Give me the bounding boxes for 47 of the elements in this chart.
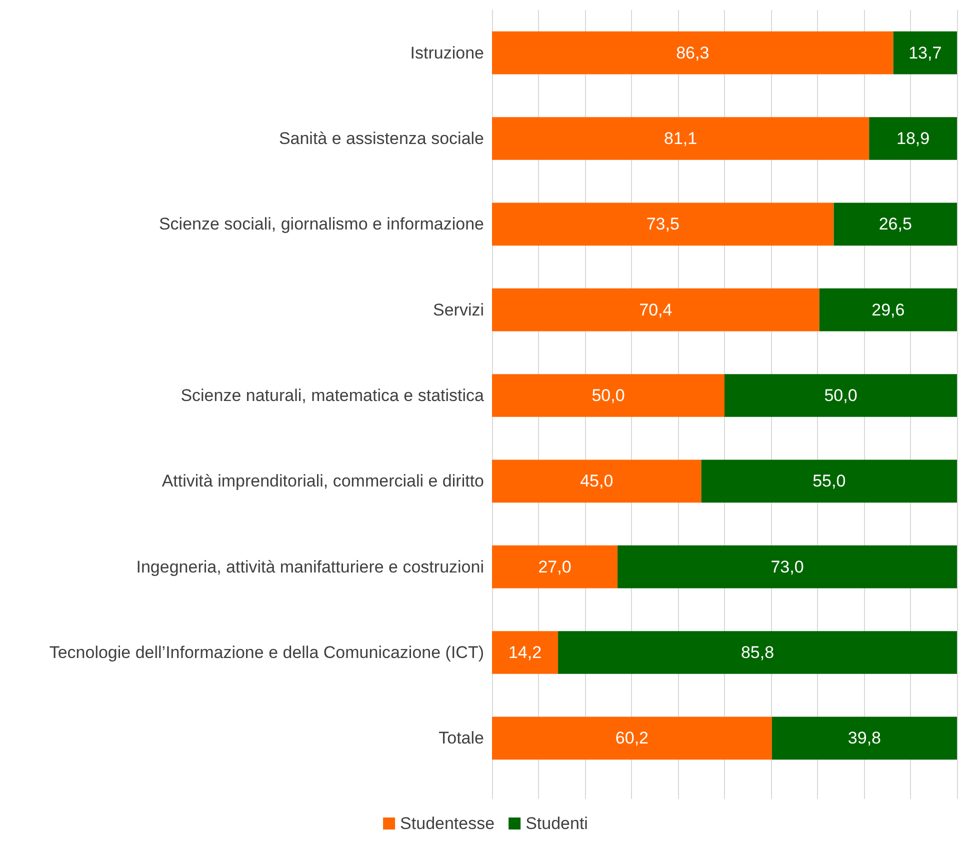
- bar: [834, 202, 957, 246]
- bar: [492, 545, 618, 588]
- bar: [772, 716, 957, 760]
- bar: [492, 460, 702, 503]
- bar: [492, 117, 870, 160]
- y-tick-label: Totale: [438, 728, 484, 748]
- data-label: 60,2: [615, 728, 649, 748]
- data-label: 86,3: [676, 43, 710, 62]
- y-tick-label: Servizi: [432, 300, 484, 320]
- data-label: 55,0: [812, 472, 846, 491]
- data-label: 70,4: [639, 300, 672, 320]
- data-label: 26,5: [878, 214, 912, 234]
- bar: [492, 31, 894, 74]
- data-label: 29,6: [872, 300, 905, 320]
- y-tick-label: Scienze sociali, giornalismo e informazione: [158, 214, 484, 234]
- data-label: 73,5: [646, 214, 680, 234]
- bar: [492, 631, 558, 674]
- bar: [492, 716, 772, 760]
- bar: [724, 374, 957, 417]
- y-tick-label: Ingegneria, attività manifatturiere e costruzioni: [136, 557, 484, 576]
- data-label: 73,0: [770, 557, 804, 576]
- bar: [492, 374, 724, 417]
- data-label: 50,0: [592, 386, 625, 405]
- y-tick-label: Scienze naturali, matematica e statistica: [180, 386, 485, 405]
- bar: [618, 545, 957, 588]
- data-label: 14,2: [508, 643, 542, 662]
- data-label: 85,8: [740, 643, 774, 662]
- data-label: 27,0: [538, 557, 572, 576]
- bar: [701, 460, 957, 503]
- data-label: 13,7: [908, 43, 942, 62]
- y-tick-label: Attività imprenditoriali, commerciali e diritto: [162, 472, 484, 491]
- data-label: 18,9: [896, 129, 930, 148]
- bar: [492, 288, 820, 332]
- data-label: 45,0: [580, 472, 614, 491]
- bar: [893, 31, 957, 74]
- legend-label: Studentesse: [400, 814, 495, 833]
- y-tick-label: Sanità e assistenza sociale: [278, 129, 484, 148]
- y-tick-label: Tecnologie dell’Informazione e della Comunicazione (ICT): [49, 643, 484, 662]
- bar: [492, 202, 834, 246]
- data-label: 81,1: [664, 129, 698, 148]
- bar: [819, 288, 957, 332]
- bar: [869, 117, 957, 160]
- legend-label: Studenti: [526, 814, 588, 833]
- bar: [558, 631, 957, 674]
- data-label: 50,0: [824, 386, 858, 405]
- y-tick-label: Istruzione: [410, 43, 484, 62]
- data-label: 39,8: [848, 728, 882, 748]
